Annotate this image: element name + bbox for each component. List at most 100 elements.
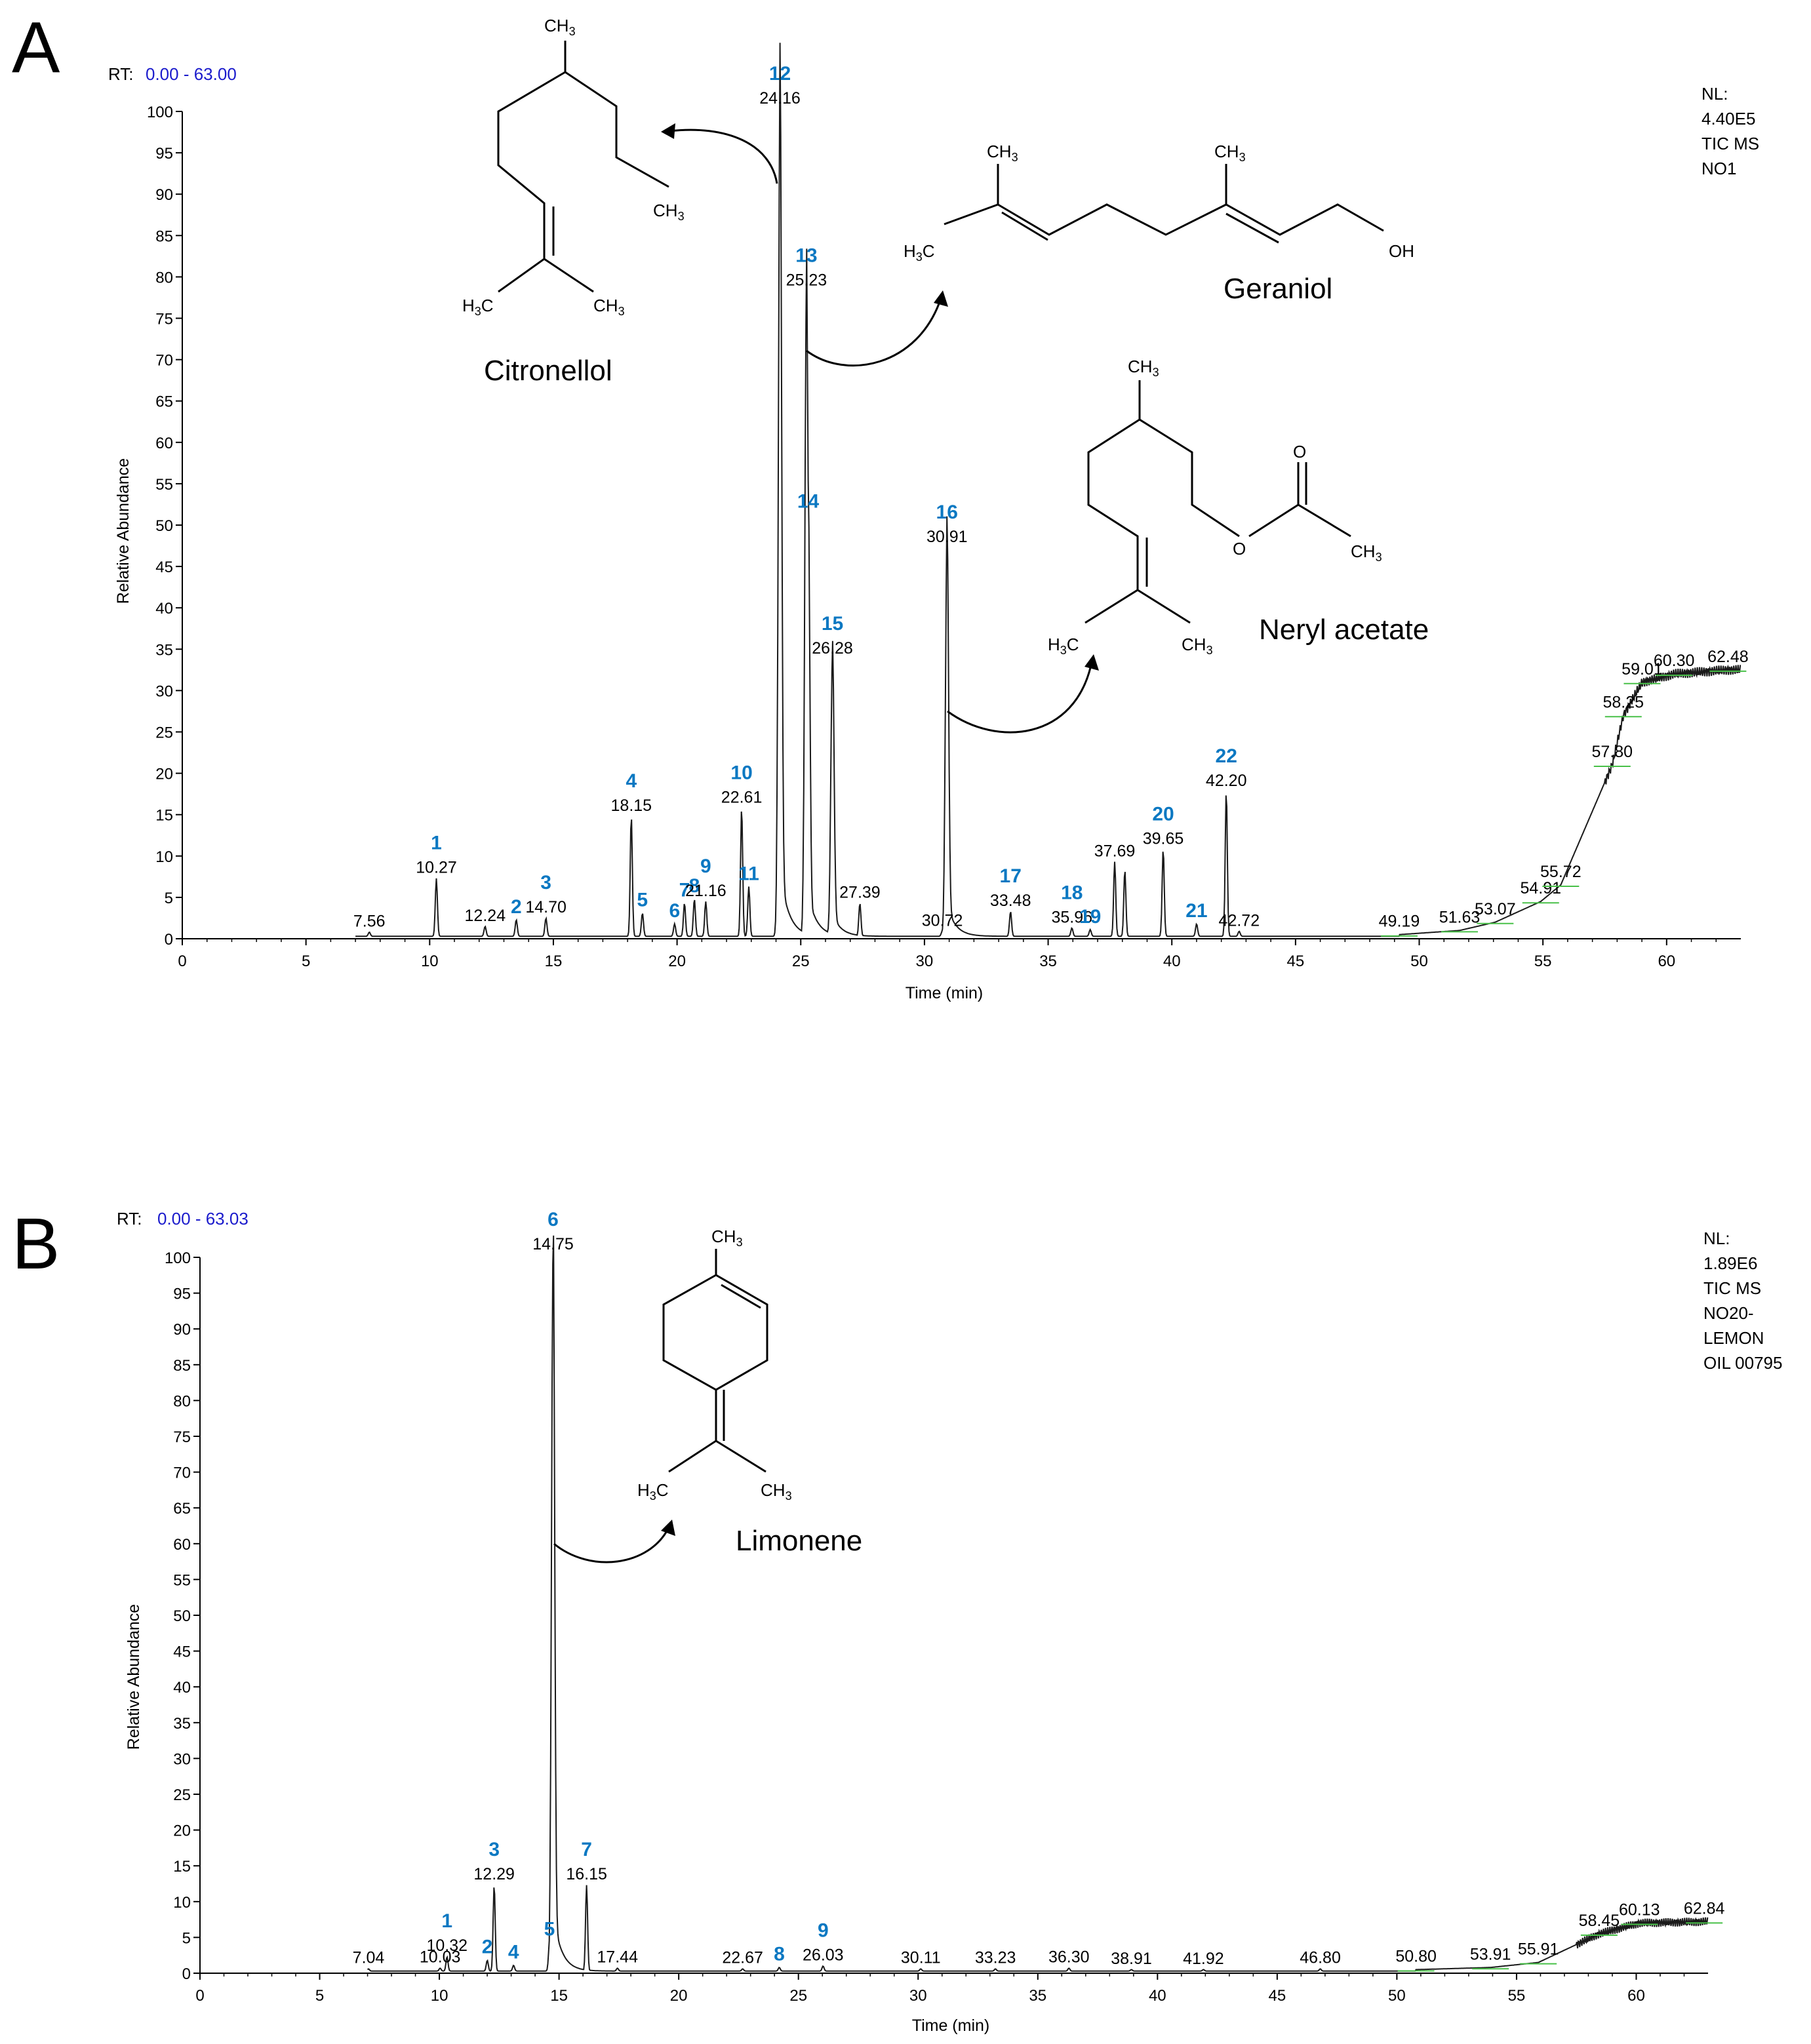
b-peak-rt-label: 30.11: [901, 1949, 941, 1967]
a-peak-number: 2: [511, 896, 522, 918]
panel-a-trace: [355, 43, 1741, 937]
neryl-acetate-ch3-top: CH3: [1128, 357, 1159, 379]
limonene-name: Limonene: [736, 1525, 862, 1557]
panel-b-nl-line: OIL 00795: [1703, 1353, 1782, 1373]
b-peak-rt-label: 38.91: [1111, 1950, 1152, 1968]
a-peak-number: 4: [626, 770, 637, 792]
a-peak-number: 16: [936, 501, 958, 523]
b-peak-rt-label: 33.23: [975, 1949, 1016, 1967]
limonene-h3c: H3C: [637, 1480, 669, 1503]
a-peak-rt-label: 33.48: [990, 892, 1031, 910]
a-peak-rt-label: 55.72: [1540, 863, 1582, 881]
a-y-tick-label: 40: [155, 600, 173, 618]
panel-a-y-axis-label: Relative Abundance: [114, 458, 132, 604]
a-x-tick-label: 50: [1410, 953, 1428, 970]
a-x-tick-label: 25: [792, 953, 810, 970]
b-peak-rt-label: 10.32: [426, 1936, 468, 1955]
a-peak-number: 9: [700, 855, 711, 877]
citronellol-ch3-top: CH3: [544, 16, 576, 38]
a-peak-rt-label: 10.27: [416, 859, 457, 877]
b-y-tick-label: 35: [173, 1715, 191, 1733]
a-peak-rt-label: 12.24: [465, 907, 506, 925]
b-peak-rt-label: 58.45: [1579, 1912, 1620, 1930]
panel-b-nl-line: TIC MS: [1703, 1278, 1761, 1298]
a-peak-rt-label: 42.20: [1206, 772, 1247, 790]
a-x-tick-label: 10: [421, 953, 439, 970]
geraniol-oh: OH: [1389, 241, 1414, 261]
limonene-structure: [662, 1249, 768, 1473]
b-peak-number: 9: [818, 1919, 829, 1941]
a-peak-rt-label: 22.61: [721, 788, 763, 806]
b-tic-trace: [367, 1235, 1709, 1972]
b-y-tick-label: 80: [173, 1392, 191, 1410]
a-peak-number: 15: [822, 613, 843, 635]
b-peak-rt-label: 12.29: [473, 1865, 515, 1883]
panel-b-nl-line: NL:: [1703, 1228, 1730, 1248]
a-peak-rt-label: 30.72: [922, 911, 963, 930]
b-peak-rt-label: 7.04: [353, 1949, 385, 1967]
b-y-tick-label: 75: [173, 1428, 191, 1446]
a-x-tick-label: 30: [916, 953, 934, 970]
a-peak-number: 19: [1079, 906, 1101, 928]
a-y-tick-label: 95: [155, 145, 173, 163]
panel-a-x-axis-label: Time (min): [906, 984, 984, 1002]
panel-a-nl-line: 4.40E5: [1702, 109, 1755, 128]
a-peak-number: 1: [431, 833, 442, 854]
citronellol-structure: [497, 41, 669, 293]
b-x-tick-label: 35: [1029, 1987, 1046, 2005]
b-x-tick-label: 15: [550, 1987, 568, 2005]
panel-b-arrows: [553, 1527, 670, 1563]
b-peak-number: 6: [547, 1209, 559, 1230]
a-y-tick-label: 70: [155, 352, 173, 370]
b-peak-rt-label: 10.03: [420, 1948, 461, 1967]
a-y-tick-label: 15: [155, 807, 173, 825]
b-y-tick-label: 40: [173, 1679, 191, 1697]
panel-a-letter: A: [12, 7, 60, 88]
b-peak-rt-label: 26.03: [803, 1946, 844, 1964]
a-y-tick-label: 0: [165, 931, 173, 949]
a-peak-rt-label: 7.56: [353, 913, 386, 931]
b-peak-rt-label: 60.13: [1619, 1901, 1660, 1919]
a-peak-number: 8: [689, 875, 700, 897]
panel-a-nl-info: NL: 4.40E5 TIC MS NO1: [1702, 84, 1759, 178]
b-y-tick-label: 25: [173, 1786, 191, 1804]
geraniol-ch3-left: CH3: [987, 142, 1018, 164]
a-peak-number: 17: [1000, 865, 1022, 887]
panel-a-nl-line: TIC MS: [1702, 134, 1759, 153]
a-peak-rt-label: 14.70: [525, 898, 567, 916]
a-y-tick-label: 20: [155, 766, 173, 783]
b-x-tick-label: 30: [909, 1987, 927, 2005]
b-x-tick-label: 20: [670, 1987, 688, 2005]
panel-b-nl-line: NO20-: [1703, 1303, 1754, 1323]
a-peak-number: 14: [797, 490, 820, 512]
citronellol-name: Citronellol: [484, 355, 612, 387]
panel-a-rt-range: 0.00 - 63.00: [146, 64, 237, 84]
a-y-tick-label: 55: [155, 476, 173, 494]
b-y-tick-label: 70: [173, 1464, 191, 1482]
a-peak-rt-label: 58.25: [1603, 693, 1644, 711]
a-peak-number: 10: [730, 762, 752, 783]
panel-b-trace: [367, 1235, 1709, 1972]
b-y-tick-label: 10: [173, 1894, 191, 1912]
a-y-tick-label: 45: [155, 559, 173, 576]
a-y-tick-label: 30: [155, 682, 173, 700]
a-y-tick-label: 65: [155, 393, 173, 411]
b-peak-rt-label: 14.75: [532, 1235, 574, 1253]
a-peak-rt-label: 42.72: [1219, 911, 1260, 930]
b-peak-number: 4: [508, 1941, 519, 1963]
b-y-tick-label: 90: [173, 1321, 191, 1339]
b-y-tick-label: 60: [173, 1536, 191, 1554]
geraniol-ch3-right: CH3: [1214, 142, 1246, 164]
a-y-tick-label: 50: [155, 517, 173, 535]
panel-b-nl-line: 1.89E6: [1703, 1253, 1757, 1273]
a-peak-rt-label: 21.16: [685, 882, 726, 900]
a-x-tick-label: 40: [1163, 953, 1181, 970]
panel-b-arrowheads: [661, 1520, 675, 1536]
b-x-tick-label: 25: [789, 1987, 807, 2005]
b-y-tick-label: 50: [173, 1607, 191, 1625]
a-peak-rt-label: 18.15: [611, 796, 652, 815]
geraniol-h3c: H3C: [904, 241, 935, 264]
a-y-tick-label: 10: [155, 848, 173, 866]
